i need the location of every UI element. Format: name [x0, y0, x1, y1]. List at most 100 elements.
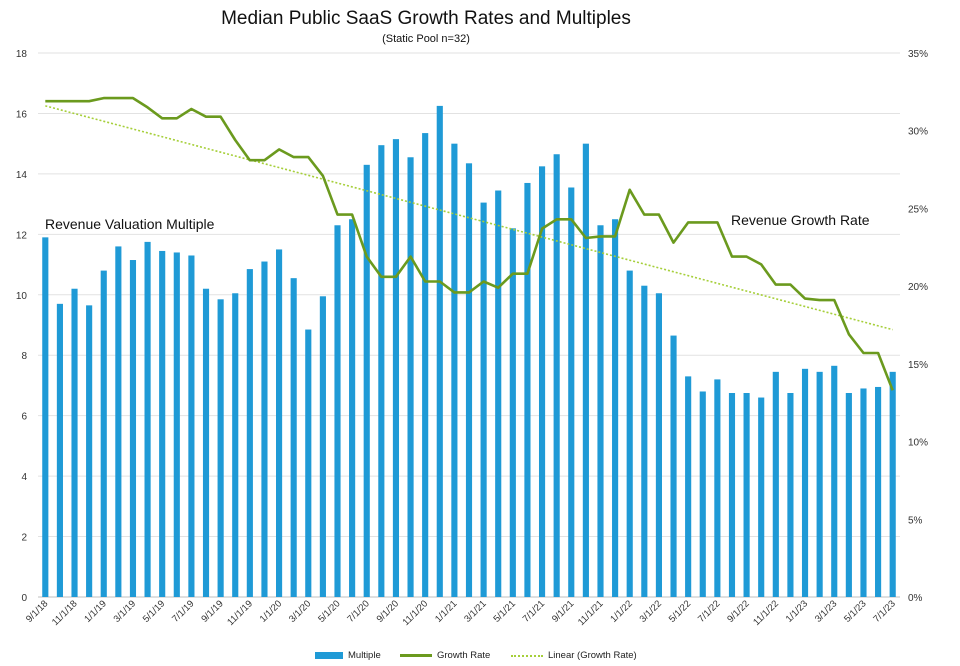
x-tick-label: 7/1/20: [345, 598, 371, 624]
multiple-bar: [699, 391, 706, 597]
left-tick-label: 0: [21, 593, 27, 604]
multiple-bar: [465, 163, 473, 598]
right-tick-label: 5%: [908, 515, 923, 526]
right-tick-label: 30%: [908, 127, 928, 138]
multiple-bar: [582, 143, 589, 597]
multiple-bar: [290, 278, 297, 597]
x-tick-label: 11/1/20: [401, 598, 431, 628]
multiple-bar: [56, 303, 63, 597]
x-tick-label: 7/1/21: [521, 598, 547, 624]
x-tick-label: 11/1/21: [576, 598, 606, 628]
multiple-bar: [670, 335, 677, 597]
left-tick-label: 18: [16, 49, 28, 60]
x-tick-label: 7/1/22: [696, 598, 722, 624]
multiple-bar: [553, 154, 560, 597]
multiple-bar: [480, 202, 487, 597]
multiple-bar: [597, 225, 604, 597]
multiple-bar: [524, 182, 531, 597]
multiple-bar: [261, 261, 268, 597]
multiple-bar: [232, 293, 239, 597]
legend-label-growth-rate: Growth Rate: [437, 650, 491, 661]
multiple-bar: [71, 288, 78, 597]
multiple-bar: [685, 376, 692, 597]
x-tick-label: 1/1/22: [608, 598, 634, 624]
multiple-bar: [319, 296, 326, 597]
multiple-bar: [831, 365, 838, 597]
multiple-bar: [173, 252, 180, 597]
multiple-bar: [422, 133, 429, 598]
x-tick-label: 3/1/22: [638, 598, 664, 624]
left-tick-label: 12: [16, 230, 28, 241]
multiple-bar: [641, 285, 648, 597]
x-tick-label: 11/1/19: [225, 598, 255, 628]
multiple-bar: [202, 288, 210, 597]
chart-title: Median Public SaaS Growth Rates and Mult…: [221, 8, 631, 29]
x-tick-label: 9/1/20: [375, 598, 401, 624]
multiple-bar: [801, 368, 809, 597]
right-axis-ticks: 0% 5% 10% 15% 20% 25% 30% 35%: [908, 49, 928, 604]
right-tick-label: 35%: [908, 49, 928, 60]
x-tick-label: 1/1/19: [82, 598, 108, 624]
x-tick-label: 3/1/21: [462, 598, 488, 624]
multiple-bar: [495, 190, 502, 597]
chart-subtitle: (Static Pool n=32): [382, 33, 470, 45]
multiple-bar: [509, 228, 516, 598]
growth-rate-line-group: [45, 96, 894, 391]
right-tick-label: 25%: [908, 204, 928, 215]
multiple-bar: [86, 305, 93, 597]
left-tick-label: 8: [21, 351, 27, 362]
left-tick-label: 4: [21, 472, 27, 483]
x-tick-label: 7/1/23: [871, 598, 897, 624]
x-tick-label: 5/1/22: [667, 598, 693, 624]
right-tick-label: 10%: [908, 438, 928, 449]
multiple-bar: [363, 164, 370, 598]
multiple-bar: [100, 270, 107, 597]
left-axis-ticks: 0 2 4 6 8 10 12 14 16 18: [16, 49, 28, 604]
x-tick-label: 1/1/23: [784, 598, 810, 624]
multiple-bar: [568, 187, 575, 597]
multiple-bar: [889, 371, 896, 597]
x-tick-label: 11/1/22: [751, 598, 781, 628]
multiple-bar: [392, 139, 400, 597]
legend-item-multiple: Multiple: [315, 650, 381, 661]
left-tick-label: 16: [16, 109, 28, 120]
left-tick-label: 6: [21, 412, 27, 423]
left-tick-label: 14: [16, 170, 28, 181]
x-tick-label: 9/1/21: [550, 598, 576, 624]
multiple-bar: [860, 388, 867, 597]
x-tick-label: 11/1/18: [50, 598, 80, 628]
legend-item-linear: Linear (Growth Rate): [511, 650, 637, 661]
multiple-bar: [305, 329, 312, 597]
legend-swatch-multiple: [315, 652, 343, 659]
left-tick-label: 2: [21, 533, 27, 544]
x-tick-label: 7/1/19: [170, 598, 196, 624]
multiple-bar: [626, 270, 633, 597]
right-tick-label: 15%: [908, 360, 928, 371]
multiple-bar: [275, 249, 283, 597]
legend-item-growth-rate: Growth Rate: [400, 650, 490, 661]
x-tick-label: 5/1/19: [141, 598, 167, 624]
multiple-bars: [42, 105, 896, 598]
multiple-bar: [728, 393, 736, 597]
multiple-bar: [758, 397, 765, 597]
legend: Multiple Growth Rate Linear (Growth Rate…: [0, 650, 960, 664]
multiple-bar: [188, 255, 195, 597]
multiple-bar: [334, 225, 341, 597]
x-tick-label: 3/1/19: [112, 598, 138, 624]
multiple-bar: [42, 237, 49, 597]
multiple-bar: [217, 299, 224, 597]
multiple-bar: [436, 105, 443, 597]
multiple-bar: [246, 269, 253, 597]
multiple-bar: [816, 371, 823, 597]
growth-rate-line: [45, 96, 894, 391]
multiple-bar: [875, 386, 882, 597]
x-axis-ticks: 9/1/18 11/1/18 1/1/19 3/1/19 5/1/19 7/1/19 9/1…: [24, 598, 898, 628]
x-tick-label: 1/1/20: [258, 598, 284, 624]
multiple-bar: [845, 393, 852, 597]
legend-swatch-linear: [511, 654, 543, 657]
multiple-bar: [159, 250, 166, 597]
multiple-bar: [349, 219, 356, 597]
legend-swatch-growth-rate: [400, 654, 432, 657]
multiple-bar: [129, 260, 137, 597]
legend-label-multiple: Multiple: [348, 650, 381, 661]
